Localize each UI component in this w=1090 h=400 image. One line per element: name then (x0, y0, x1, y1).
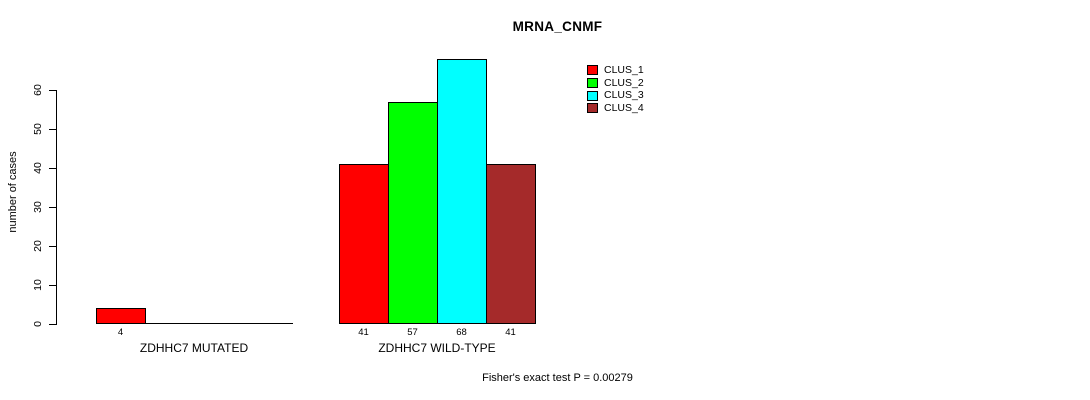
y-axis-tick-label: 40 (32, 162, 44, 174)
legend-item-clus_2: CLUS_2 (587, 77, 644, 90)
y-axis-tick (49, 168, 56, 169)
legend-label: CLUS_4 (604, 102, 644, 115)
legend-label: CLUS_3 (604, 89, 644, 102)
legend-swatch-clus_1 (587, 65, 598, 76)
y-axis-tick-label: 10 (32, 279, 44, 291)
y-axis-tick (49, 207, 56, 208)
y-axis-tick-label: 30 (32, 201, 44, 213)
chart-title: MRNA_CNMF (512, 19, 603, 34)
y-axis-tick (49, 324, 56, 325)
legend: CLUS_1 CLUS_2 CLUS_3 CLUS_4 (587, 64, 644, 115)
legend-item-clus_1: CLUS_1 (587, 64, 644, 77)
y-axis-tick (49, 246, 56, 247)
bar-value-label: 4 (117, 327, 124, 338)
legend-label: CLUS_1 (604, 64, 644, 77)
bar-clus_3-group2 (437, 59, 487, 324)
legend-swatch-clus_2 (587, 78, 598, 89)
legend-item-clus_3: CLUS_3 (587, 89, 644, 102)
legend-label: CLUS_2 (604, 76, 644, 89)
bar-value-label: 41 (505, 327, 516, 338)
y-axis-label: number of cases (7, 151, 19, 233)
y-axis-tick-label: 0 (32, 321, 44, 327)
legend-item-clus_4: CLUS_4 (587, 102, 644, 115)
y-axis-line (56, 90, 57, 325)
bar-value-label: 57 (407, 327, 418, 338)
legend-swatch-clus_4 (587, 103, 598, 114)
bar-clus_4-group2 (486, 164, 536, 324)
y-axis-tick (49, 129, 56, 130)
category-label-group2: ZDHHC7 WILD-TYPE (378, 341, 496, 355)
category-label-group1: ZDHHC7 MUTATED (139, 341, 249, 355)
legend-swatch-clus_3 (587, 90, 598, 101)
y-axis-tick-label: 50 (32, 123, 44, 135)
y-axis-tick-label: 60 (32, 84, 44, 96)
footnote-fisher-test: Fisher's exact test P = 0.00279 (482, 372, 633, 384)
y-axis-tick (49, 285, 56, 286)
y-axis-tick (49, 90, 56, 91)
bar-clus_1-group2 (339, 164, 389, 324)
y-axis-tick-label: 20 (32, 240, 44, 252)
bar-value-label: 68 (456, 327, 467, 338)
group-baseline (96, 323, 293, 324)
bar-clus_1-group1 (96, 308, 146, 324)
bar-clus_2-group2 (388, 102, 438, 324)
bar-value-label: 41 (358, 327, 369, 338)
